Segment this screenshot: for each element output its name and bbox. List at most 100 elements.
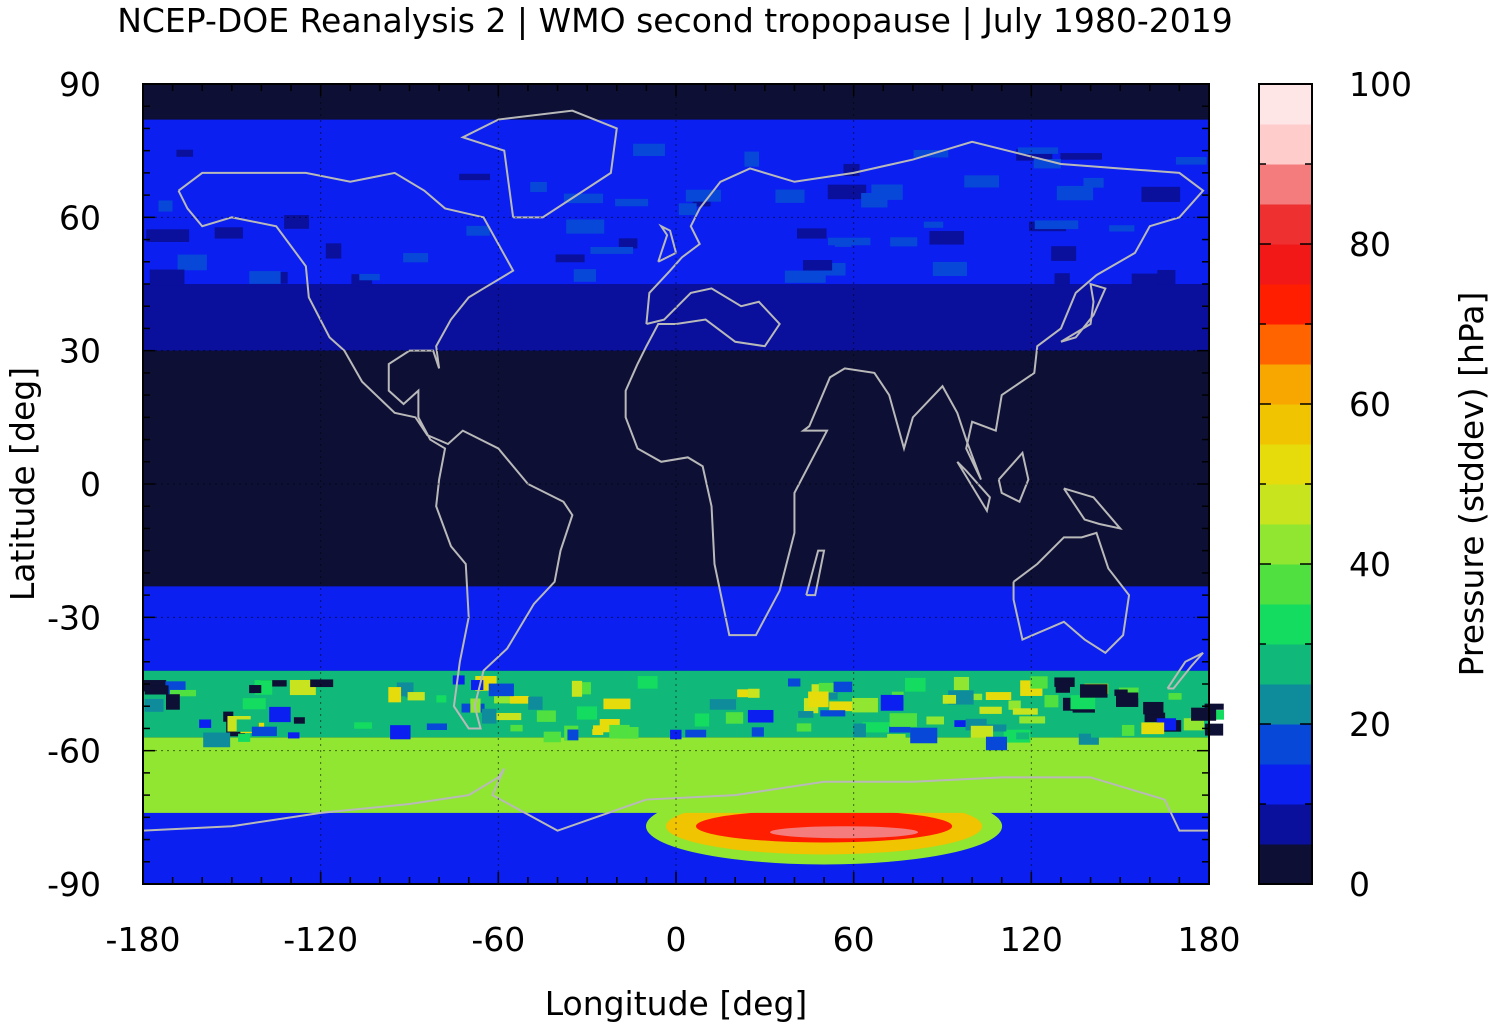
heatmap-cell [166, 694, 180, 710]
heatmap-cell [633, 143, 665, 157]
heatmap-cell [1017, 147, 1059, 154]
colorbar-tick-label: 100 [1349, 65, 1412, 104]
heatmap-cell [685, 189, 721, 202]
heatmap-cell [798, 711, 814, 718]
heatmap-cell [149, 269, 185, 286]
heatmap-cell [820, 710, 846, 717]
colorbar-tick-label: 0 [1349, 865, 1370, 904]
heatmap-cell [615, 198, 649, 207]
heatmap-cell [158, 200, 173, 212]
heatmap-cell [146, 229, 190, 242]
heatmap-cell [1183, 718, 1205, 731]
heatmap-cell [970, 725, 994, 738]
heatmap-cell [1204, 703, 1224, 710]
heatmap-cell [985, 736, 1008, 751]
heatmap-cell [979, 706, 1002, 714]
x-axis-label: Longitude [deg] [545, 984, 808, 1023]
heatmap-cell [964, 175, 1000, 188]
heatmap-cell [199, 719, 212, 728]
heatmap-cell [861, 689, 879, 696]
heatmap-cell [238, 733, 251, 742]
coastline [624, 140, 1205, 637]
heatmap-cell [466, 225, 490, 236]
heatmap-cell [1051, 246, 1077, 261]
heatmap-cell [543, 731, 561, 743]
chart-title: NCEP-DOE Reanalysis 2 | WMO second tropo… [117, 1, 1233, 40]
heatmap-cell [890, 237, 918, 247]
heatmap-cell [563, 193, 604, 204]
colorbar-swatch [1259, 164, 1312, 205]
heatmap-cell [1143, 701, 1164, 715]
heatmap-cell [452, 675, 465, 685]
colorbar-swatch [1259, 84, 1312, 125]
x-axis: -180 -120 -60 0 60 120 180 [106, 84, 1241, 959]
colorbar-swatch [1259, 364, 1312, 405]
heatmap-cell [784, 270, 826, 283]
heatmap-cell [269, 706, 291, 723]
heatmap-cell [1055, 681, 1070, 693]
heatmap-cell [720, 686, 735, 694]
y-axis: 90 60 30 0 -30 -60 -90 [47, 65, 1209, 904]
colorbar-swatch [1259, 844, 1312, 885]
heatmap-cell [926, 716, 945, 725]
heatmap-cell [177, 254, 207, 271]
heatmap-cell [1060, 153, 1102, 160]
heatmap-cell [293, 717, 305, 724]
heatmap-cell [889, 726, 911, 733]
heatmap-cell [403, 253, 429, 263]
heatmap-cell [289, 679, 316, 696]
y-tick-label: 0 [80, 465, 101, 504]
heatmap-cell [1157, 269, 1176, 285]
heatmap-cell [770, 826, 919, 839]
heatmap-cell [1204, 723, 1224, 736]
heatmap-cell [436, 695, 447, 703]
colorbar-tick-label: 60 [1349, 385, 1391, 424]
heatmap-cell [953, 676, 970, 691]
colorbar-swatch [1259, 284, 1312, 325]
heatmap-cell [1090, 727, 1114, 738]
heatmap-cell [683, 690, 707, 697]
heatmap-cell [603, 698, 631, 710]
heatmap-cell [592, 725, 604, 735]
gridlines [143, 84, 1209, 884]
heatmap-cell [797, 228, 827, 239]
heatmap-cell [388, 687, 402, 703]
heatmap-cell [576, 706, 598, 720]
colorbar-tick-label: 40 [1349, 545, 1391, 584]
heatmap-cell [803, 260, 833, 271]
heatmap-cell [618, 238, 638, 249]
heatmap-cell [573, 269, 597, 282]
heatmap-cell [242, 698, 266, 710]
colorbar-swatch [1259, 244, 1312, 285]
heatmap-cell [904, 677, 926, 692]
heatmap-cell [1141, 722, 1165, 735]
coastline [142, 767, 1209, 832]
heatmap-cell [923, 221, 944, 228]
heatmap-cell [751, 727, 764, 737]
heatmap-cell [1012, 708, 1038, 715]
heatmap-cell [929, 231, 964, 245]
heatmap-cell [685, 729, 707, 738]
colorbar-swatch [1259, 444, 1312, 485]
heatmap-cell [985, 692, 1012, 700]
colorbar-swatch [1259, 684, 1312, 725]
heatmap-cell [144, 685, 169, 695]
colorbar-tick-label: 20 [1349, 705, 1391, 744]
x-tick-label: 60 [833, 920, 875, 959]
heatmap-cell [861, 193, 888, 208]
heatmap-cell [1144, 712, 1166, 723]
coastline [1060, 282, 1107, 343]
heatmap-cell [853, 723, 866, 738]
colorbar-swatch [1259, 644, 1312, 685]
heatmap-cell [965, 718, 987, 731]
heatmap-cell [495, 712, 522, 721]
heatmap-cell [833, 681, 853, 693]
colorbar-swatch [1259, 324, 1312, 365]
heatmap-cell [144, 698, 164, 712]
colorbar-swatch [1259, 124, 1312, 165]
heatmap-cell [488, 683, 514, 697]
heatmap-cell [862, 722, 891, 733]
heatmap-cell [694, 713, 710, 727]
heatmap-cell [143, 119, 1209, 284]
